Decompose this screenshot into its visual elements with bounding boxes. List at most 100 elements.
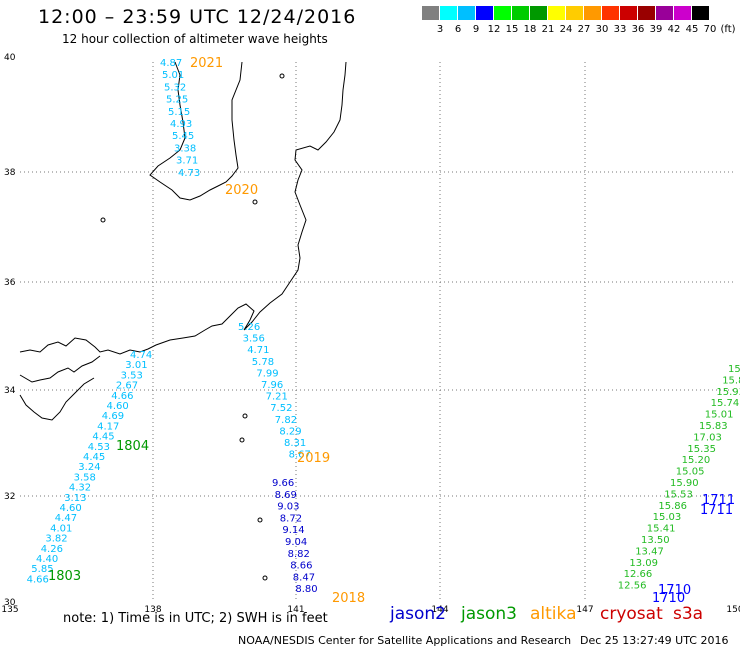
wave-height-value: 15.83	[699, 421, 728, 432]
wave-height-value: 15.01	[705, 410, 734, 421]
color-swatch	[548, 6, 565, 20]
legend-jason3: jason3	[461, 604, 517, 624]
longitude-label: 147	[576, 605, 593, 615]
longitude-label: 138	[144, 605, 161, 615]
color-swatch	[638, 6, 655, 20]
footer-timestamp: Dec 25 13:27:49 UTC 2016	[580, 634, 729, 647]
color-swatch	[620, 6, 637, 20]
wave-height-value: 4.74	[130, 350, 152, 361]
wave-height-value: 4.45	[92, 432, 114, 443]
wave-height-value: 5.85	[31, 564, 53, 575]
wave-height-value: 2.67	[116, 381, 138, 392]
wave-height-value: 15.53	[664, 489, 693, 500]
wave-height-value: 4.32	[69, 483, 91, 494]
track-id-label: 2021	[190, 56, 223, 71]
wave-height-value: 3.71	[176, 156, 198, 167]
wave-height-value: 3.82	[45, 534, 67, 545]
wave-height-value: 3.38	[174, 143, 196, 154]
wave-height-value: 3.56	[243, 334, 265, 345]
wave-height-value: 8.82	[288, 549, 310, 560]
color-scale-label: 39	[649, 24, 663, 35]
wave-height-value: 4.87	[160, 58, 182, 69]
wave-height-value: 15.03	[653, 512, 682, 523]
wave-height-value: 8.66	[290, 561, 312, 572]
wave-height-value: 15.41	[647, 524, 676, 535]
track-id-label: 1711	[702, 493, 735, 508]
wave-height-value: 4.47	[55, 513, 77, 524]
wave-height-value: 4.17	[97, 421, 119, 432]
note-text: note: 1) Time is in UTC; 2) SWH is in fe…	[63, 611, 328, 626]
track-id-label: 1804	[116, 439, 149, 454]
wave-height-value: 5.01	[162, 70, 184, 81]
color-scale-label: 18	[523, 24, 537, 35]
island-marker	[252, 199, 258, 205]
longitude-label: 144	[431, 605, 448, 615]
wave-height-value: 4.60	[107, 401, 129, 412]
wave-height-value: 8.67	[289, 450, 311, 461]
wave-height-value: 7.21	[266, 392, 288, 403]
latitude-label: 32	[4, 492, 15, 502]
track-id-label: 1803	[48, 569, 81, 584]
wave-height-value: 5.26	[238, 322, 260, 333]
latitude-label: 34	[4, 386, 16, 396]
wave-height-value: 7.96	[261, 380, 283, 391]
color-scale-label: 6	[454, 24, 462, 35]
island-marker	[279, 73, 285, 79]
wave-height-value: 8.80	[295, 584, 317, 595]
wave-height-value: 8.31	[284, 438, 306, 449]
wave-height-value: 15.93	[716, 387, 740, 398]
wave-height-value: 4.66	[27, 574, 49, 585]
wave-height-value: 15.05	[676, 467, 705, 478]
legend-altika: altika	[530, 604, 577, 624]
color-scale-label: 42	[667, 24, 681, 35]
island-marker	[239, 437, 245, 443]
coastline-kii	[19, 377, 95, 421]
wave-height-value: 7.99	[256, 368, 278, 379]
wave-height-value: 3.24	[78, 462, 100, 473]
wave-height-value: 5.78	[252, 357, 274, 368]
color-swatch	[422, 6, 439, 20]
wave-height-value: 13.50	[641, 535, 670, 546]
wave-height-value: 13.47	[635, 546, 664, 557]
wave-height-value: 4.66	[111, 391, 133, 402]
wave-height-value: 17.03	[693, 432, 722, 443]
wave-height-value: 4.93	[170, 119, 192, 130]
map-subtitle: 12 hour collection of altimeter wave hei…	[62, 32, 328, 46]
wave-height-value: 9.03	[277, 502, 299, 513]
coastline-honshu-west	[149, 61, 243, 201]
color-scale-label: 45	[685, 24, 699, 35]
color-scale-label: 70	[703, 24, 717, 35]
longitude-label: 141	[287, 605, 304, 615]
wave-height-value: 7.52	[270, 403, 292, 414]
coastline-shikoku	[19, 355, 101, 383]
track-id-label: 1711	[700, 503, 733, 518]
latitude-label: 40	[4, 53, 16, 63]
map-title: 12:00 – 23:59 UTC 12/24/2016	[38, 6, 357, 28]
color-scale-label: 36	[631, 24, 645, 35]
color-swatch	[656, 6, 673, 20]
color-scale-label: (ft)	[720, 24, 736, 35]
longitude-label: 150	[726, 605, 740, 615]
color-swatch	[494, 6, 511, 20]
color-scale-label: 30	[595, 24, 609, 35]
wave-height-value: 4.73	[178, 168, 200, 179]
track-id-label: 2020	[225, 183, 258, 198]
latitude-label: 36	[4, 278, 16, 288]
wave-height-value: 15.86	[658, 501, 687, 512]
wave-height-value: 3.13	[64, 493, 86, 504]
color-swatch	[440, 6, 457, 20]
wave-height-value: 12.56	[618, 581, 647, 592]
wave-height-value: 8.69	[275, 490, 297, 501]
wave-height-value: 15.8	[722, 375, 740, 386]
color-swatch	[692, 6, 709, 20]
island-marker	[262, 575, 268, 581]
color-swatch	[530, 6, 547, 20]
island-marker	[100, 217, 106, 223]
track-id-label: 1710	[652, 591, 685, 606]
color-scale-label: 33	[613, 24, 627, 35]
wave-height-value: 3.53	[121, 370, 143, 381]
color-scale-label: 15	[505, 24, 519, 35]
color-scale-label: 24	[559, 24, 573, 35]
latitude-label: 30	[4, 598, 16, 608]
